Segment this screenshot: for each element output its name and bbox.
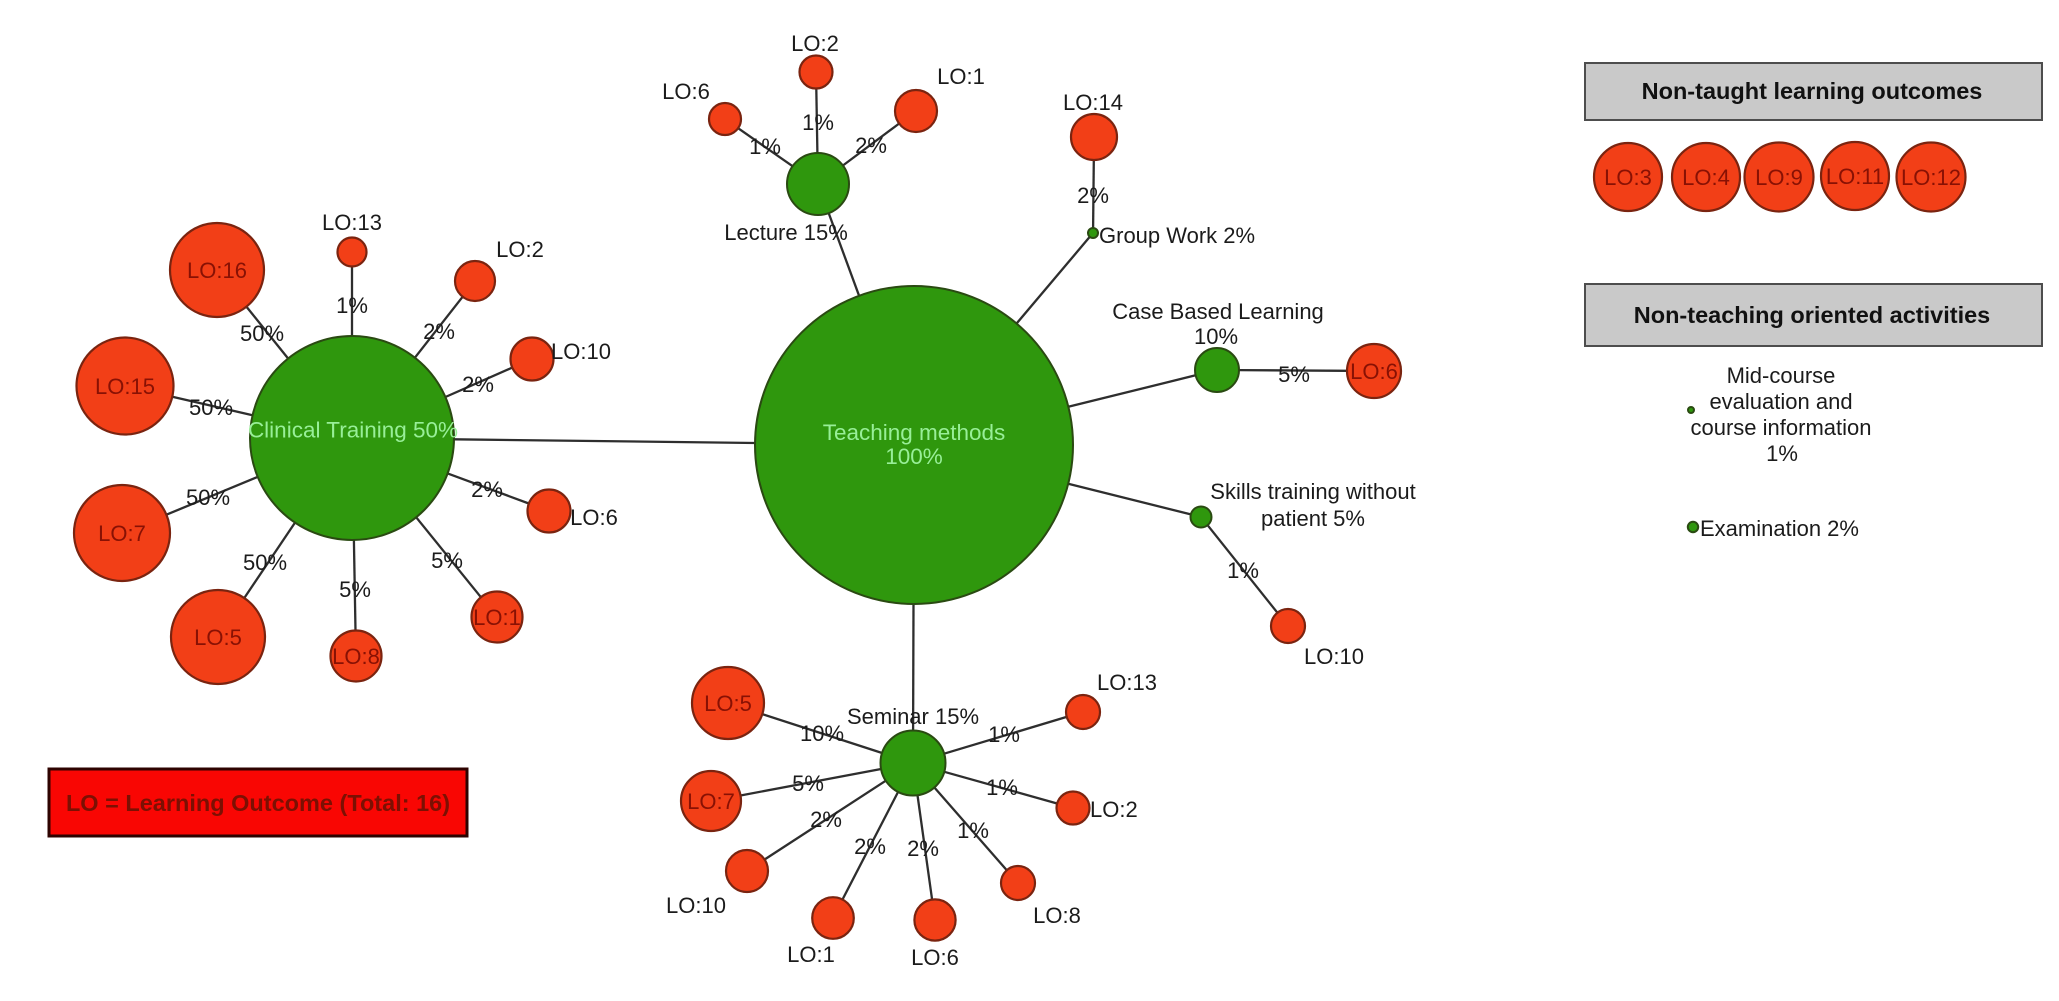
svg-text:2%: 2%	[1077, 183, 1109, 208]
svg-text:LO:12: LO:12	[1901, 165, 1961, 190]
svg-text:evaluation and: evaluation and	[1709, 389, 1852, 414]
svg-text:Examination 2%: Examination 2%	[1700, 516, 1859, 541]
svg-text:LO:10: LO:10	[666, 893, 726, 918]
svg-text:LO:2: LO:2	[496, 237, 544, 262]
svg-text:Seminar 15%: Seminar 15%	[847, 704, 979, 729]
svg-text:LO:5: LO:5	[704, 691, 752, 716]
svg-text:LO = Learning Outcome (Total:: LO = Learning Outcome (Total: 16)	[66, 790, 450, 816]
svg-text:1%: 1%	[986, 775, 1018, 800]
svg-text:2%: 2%	[462, 372, 494, 397]
svg-text:Teaching methods: Teaching methods	[823, 420, 1006, 445]
svg-text:LO:13: LO:13	[322, 210, 382, 235]
svg-text:1%: 1%	[336, 293, 368, 318]
svg-text:course information: course information	[1691, 415, 1872, 440]
svg-text:LO:11: LO:11	[1826, 164, 1884, 189]
svg-text:LO:5: LO:5	[194, 625, 242, 650]
svg-text:LO:16: LO:16	[187, 258, 247, 283]
svg-text:LO:9: LO:9	[1755, 165, 1803, 190]
svg-text:LO:3: LO:3	[1604, 165, 1652, 190]
svg-text:1%: 1%	[802, 110, 834, 135]
svg-text:LO:7: LO:7	[687, 789, 735, 814]
svg-text:LO:14: LO:14	[1063, 90, 1123, 115]
svg-text:LO:2: LO:2	[1090, 797, 1138, 822]
svg-text:Non-taught learning outcomes: Non-taught learning outcomes	[1642, 78, 1983, 104]
svg-text:10%: 10%	[1194, 324, 1238, 349]
svg-text:50%: 50%	[240, 321, 284, 346]
svg-text:2%: 2%	[810, 807, 842, 832]
svg-text:LO:10: LO:10	[1304, 644, 1364, 669]
svg-text:Non-teaching oriented activiti: Non-teaching oriented activities	[1634, 302, 1990, 328]
svg-text:5%: 5%	[431, 548, 463, 573]
svg-text:LO:4: LO:4	[1682, 165, 1730, 190]
svg-text:LO:2: LO:2	[791, 31, 839, 56]
svg-text:5%: 5%	[339, 577, 371, 602]
svg-text:1%: 1%	[1227, 558, 1259, 583]
svg-text:2%: 2%	[471, 477, 503, 502]
svg-text:2%: 2%	[423, 319, 455, 344]
svg-text:patient 5%: patient 5%	[1261, 506, 1365, 531]
svg-text:LO:6: LO:6	[1350, 359, 1398, 384]
svg-text:1%: 1%	[988, 722, 1020, 747]
svg-text:Skills training without: Skills training without	[1210, 479, 1415, 504]
svg-text:LO:13: LO:13	[1097, 670, 1157, 695]
svg-text:Lecture 15%: Lecture 15%	[724, 220, 848, 245]
svg-text:2%: 2%	[855, 133, 887, 158]
svg-text:LO:8: LO:8	[1033, 903, 1081, 928]
svg-text:LO:1: LO:1	[473, 605, 521, 630]
svg-text:100%: 100%	[885, 444, 943, 469]
svg-text:Clinical Training 50%: Clinical Training 50%	[248, 418, 458, 443]
svg-text:LO:6: LO:6	[570, 505, 618, 530]
svg-text:LO:6: LO:6	[911, 945, 959, 970]
svg-text:LO:1: LO:1	[937, 64, 985, 89]
svg-text:50%: 50%	[186, 485, 230, 510]
svg-text:LO:6: LO:6	[662, 79, 710, 104]
svg-text:2%: 2%	[907, 836, 939, 861]
svg-text:1%: 1%	[957, 818, 989, 843]
svg-text:1%: 1%	[1766, 441, 1798, 466]
svg-text:50%: 50%	[189, 395, 233, 420]
svg-text:10%: 10%	[800, 721, 844, 746]
svg-text:50%: 50%	[243, 550, 287, 575]
svg-text:LO:8: LO:8	[332, 644, 380, 669]
svg-text:LO:1: LO:1	[787, 942, 835, 967]
svg-text:2%: 2%	[854, 834, 886, 859]
svg-text:Group Work 2%: Group Work 2%	[1099, 223, 1255, 248]
svg-text:LO:10: LO:10	[551, 339, 611, 364]
svg-text:LO:15: LO:15	[95, 374, 155, 399]
svg-text:Mid-course: Mid-course	[1727, 363, 1836, 388]
svg-text:LO:7: LO:7	[98, 521, 146, 546]
svg-text:1%: 1%	[749, 134, 781, 159]
svg-text:5%: 5%	[792, 771, 824, 796]
svg-text:5%: 5%	[1278, 362, 1310, 387]
svg-text:Case Based Learning: Case Based Learning	[1112, 299, 1324, 324]
